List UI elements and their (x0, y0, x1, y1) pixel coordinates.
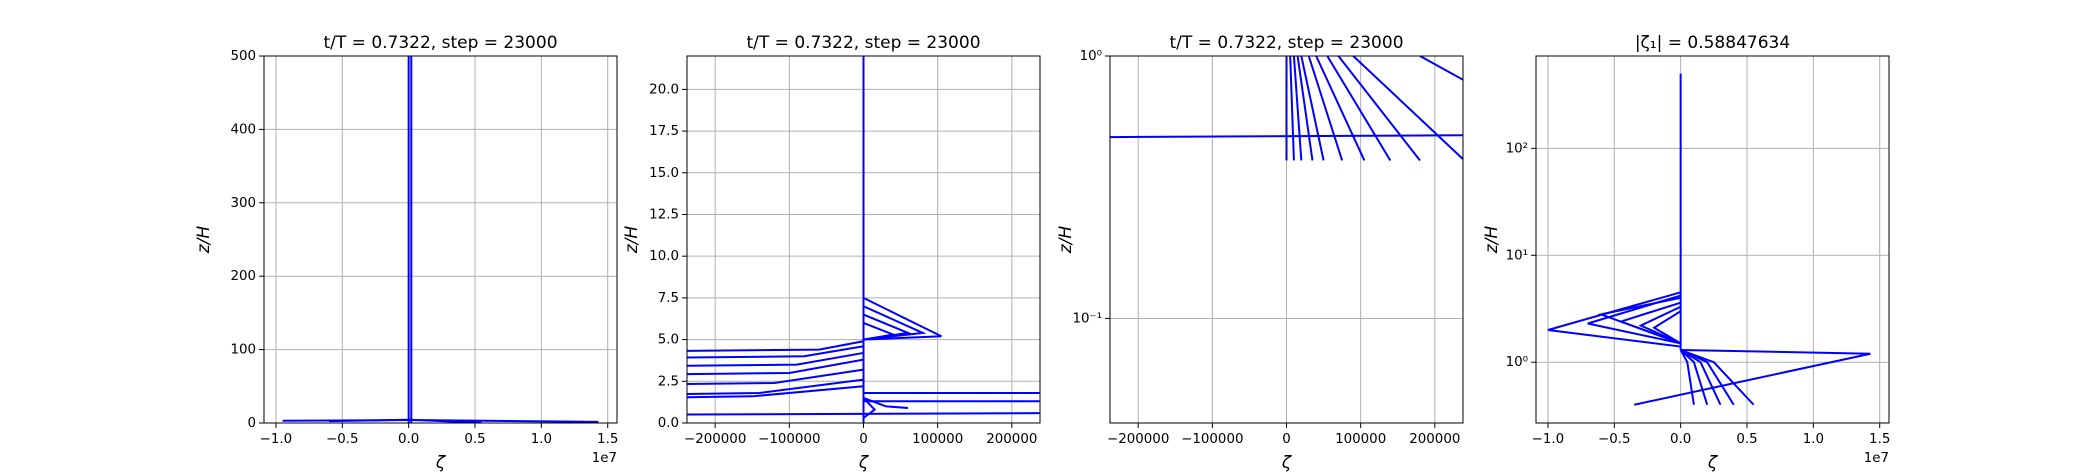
chart-title: t/T = 0.7322, step = 23000 (746, 33, 980, 53)
x-tick-label: −0.5 (326, 432, 359, 447)
x-tick-label: 0.0 (1670, 432, 1691, 447)
data-line (687, 378, 864, 395)
x-offset-label: 1e7 (592, 451, 617, 466)
data-line (863, 397, 909, 409)
x-tick-label: −1.0 (1532, 432, 1565, 447)
x-tick-label: 1.0 (1803, 432, 1824, 447)
x-tick-label: 1.5 (597, 432, 618, 447)
data-line (1419, 56, 1463, 81)
data-line (687, 368, 864, 386)
data-line (862, 397, 877, 419)
data-line (1547, 291, 1681, 348)
data-line (1292, 56, 1303, 161)
data-line (1617, 301, 1681, 345)
y-tick-label: 100 (230, 343, 256, 358)
x-tick-label: 100000 (1335, 432, 1386, 447)
data-line (687, 412, 1040, 416)
x-tick-label: 0 (859, 432, 868, 447)
chart-title: t/T = 0.7322, step = 23000 (1169, 33, 1403, 53)
x-offset-label: 1e7 (1864, 451, 1889, 466)
panel: −200000 −100000 0 100000 200000 0.0 2.5 5.0 7.5 1… (622, 33, 1041, 473)
x-tick-label: −200000 (684, 432, 746, 447)
data-line (1307, 56, 1344, 161)
y-tick-label: 10¹ (1506, 248, 1528, 263)
x-tick-label: 0.5 (464, 432, 485, 447)
chart-title: |ζ₁| = 0.58847634 (1635, 33, 1790, 53)
y-axis-label: z/H (1482, 226, 1502, 255)
y-axis-label: z/H (622, 226, 642, 255)
y-tick-label: 10⁻¹ (1073, 312, 1102, 327)
y-tick-label: 2.5 (658, 374, 679, 389)
chart-title: t/T = 0.7322, step = 23000 (323, 33, 557, 53)
y-tick-label: 10⁰ (1080, 49, 1102, 64)
y-axis-label: z/H (1056, 226, 1076, 255)
y-tick-label: 300 (230, 196, 256, 211)
axes-frame (1109, 55, 1464, 424)
data-line (687, 351, 864, 367)
data-line (687, 340, 864, 352)
panel: −1.0 −0.5 0.0 0.5 1.0 1.5 0 100 200 300 400 500 t/T … (194, 33, 618, 473)
data-line (1110, 134, 1463, 139)
data-line (1337, 56, 1421, 162)
y-tick-label: 7.5 (658, 291, 679, 306)
data-line (1326, 56, 1392, 161)
x-tick-label: 200000 (1409, 432, 1460, 447)
x-tick-label: 200000 (986, 432, 1037, 447)
y-tick-label: 12.5 (649, 207, 679, 222)
data-line (687, 385, 864, 399)
x-tick-label: −1.0 (260, 432, 293, 447)
y-tick-label: 200 (230, 269, 256, 284)
data-line (1638, 305, 1682, 345)
axes-frame (263, 55, 618, 424)
x-tick-label: 100000 (912, 432, 963, 447)
data-line (863, 321, 897, 341)
y-tick-label: 20.0 (649, 82, 679, 97)
data-line (1352, 56, 1463, 161)
x-tick-label: 0 (1282, 432, 1291, 447)
y-tick-label: 10.0 (649, 249, 679, 264)
data-line (1652, 310, 1682, 345)
y-axis-label: z/H (194, 226, 214, 255)
x-axis-label: ζ (858, 453, 870, 473)
x-tick-label: −200000 (1107, 432, 1169, 447)
y-tick-label: 17.5 (649, 124, 679, 139)
data-line (1300, 56, 1325, 161)
data-line (1315, 56, 1366, 161)
x-axis-label: ζ (435, 453, 447, 473)
data-line (1289, 56, 1295, 161)
axes-frame (1535, 55, 1890, 424)
x-tick-label: 1.5 (1869, 432, 1890, 447)
x-tick-label: −100000 (1181, 432, 1243, 447)
axes-frame (686, 55, 1041, 424)
data-line (1680, 349, 1735, 406)
y-tick-label: 500 (230, 49, 256, 64)
data-line (1679, 349, 1709, 406)
x-tick-label: 1.0 (531, 432, 552, 447)
data-line (687, 358, 864, 376)
data-line (1296, 56, 1314, 161)
y-tick-label: 0.0 (658, 416, 679, 431)
y-tick-label: 15.0 (649, 166, 679, 181)
x-axis-label: ζ (1707, 453, 1719, 473)
data-line (1680, 349, 1722, 406)
x-axis-label: ζ (1281, 453, 1293, 473)
y-tick-label: 10⁰ (1506, 355, 1528, 370)
y-tick-label: 10² (1506, 141, 1528, 156)
y-tick-label: 0 (247, 416, 256, 431)
y-tick-label: 400 (230, 122, 256, 137)
data-line (1633, 349, 1871, 406)
x-tick-label: 0.0 (398, 432, 419, 447)
y-tick-label: 5.0 (658, 333, 679, 348)
data-line (863, 296, 942, 341)
data-line (687, 345, 864, 359)
data-line (329, 418, 482, 423)
x-tick-label: −100000 (758, 432, 820, 447)
panel: −200000 −100000 0 100000 200000 10⁻¹ 10⁰ t/T = … (1056, 33, 1464, 473)
panel: −1.0 −0.5 0.0 0.5 1.0 1.5 10⁰ 10¹ 10² |ζ₁| = 0.58… (1482, 33, 1890, 473)
x-tick-label: 0.5 (1736, 432, 1757, 447)
data-line (1679, 349, 1695, 405)
x-tick-label: −0.5 (1598, 432, 1631, 447)
